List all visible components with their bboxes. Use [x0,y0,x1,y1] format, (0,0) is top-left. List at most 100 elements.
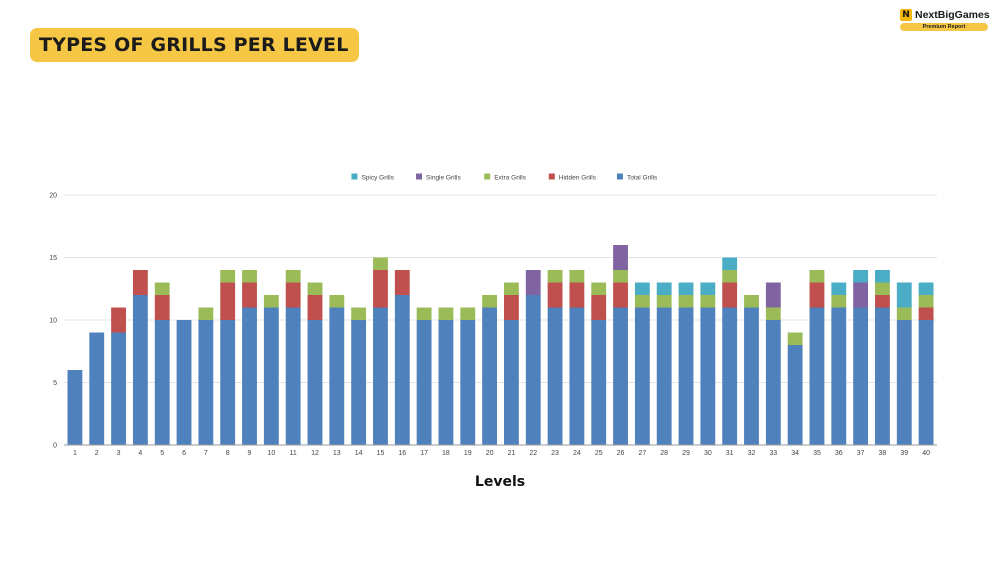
x-tick-label: 13 [333,450,341,457]
x-tick-label: 27 [638,450,646,457]
legend-swatch [548,173,555,180]
bar-segment [525,295,541,445]
legend-swatch [484,173,491,180]
bar-segment [132,295,148,445]
y-tick-label: 15 [49,255,57,262]
bar-segment [460,320,476,445]
bar-segment [613,270,628,283]
bar-segment [634,282,650,295]
legend-label: Total Grills [627,174,658,181]
bar-segment [918,295,934,308]
bar-segment [220,320,236,445]
bar-segment [438,307,454,320]
legend-label: Single Grills [426,174,461,181]
bar-segment [591,295,607,320]
bar-segment [351,320,367,445]
y-tick-label: 5 [53,380,57,387]
bar-segment [722,282,738,308]
bar-segment [918,282,934,295]
legend-label: Spicy Grills [361,174,394,181]
bar-segment [154,282,170,295]
x-tick-label: 39 [900,450,908,457]
x-tick-label: 31 [726,450,734,457]
bar-segment [875,270,890,283]
title-banner: TYPES OF GRILLS PER LEVEL [30,28,359,62]
bar-segment [373,257,388,270]
brand-logo-letter: N [902,9,910,20]
bar-segment [896,320,912,445]
bar-segment [656,295,672,308]
bar-segment [722,270,738,283]
bar-segment [285,282,301,308]
bar-segment [242,270,257,283]
bar-segment [853,270,869,283]
bar-segment [154,320,170,445]
legend-swatch [351,173,358,180]
bar-segment [263,295,279,308]
bar-segment [853,307,869,445]
bar-segment [722,307,738,445]
bar-segment [198,307,214,320]
bar-segment [220,282,236,320]
bar-segment [831,282,847,295]
bar-segment [722,257,738,270]
x-tick-label: 26 [617,450,625,457]
y-tick-label: 20 [49,193,57,200]
bar-segment [503,295,519,320]
legend-label: Extra Grills [494,174,527,181]
brand-logo-icon: N [900,9,912,21]
x-tick-label: 11 [290,450,297,457]
bar-segment [569,270,585,283]
bar-segment [285,307,301,445]
bar-segment [307,282,323,295]
bar-segment [634,295,650,308]
bar-segment [569,307,585,445]
x-tick-label: 18 [442,450,450,457]
x-tick-label: 8 [226,450,230,457]
bar-segment [853,282,869,308]
bar-segment [329,295,345,308]
bar-segment [918,307,934,320]
x-tick-label: 16 [398,450,406,457]
x-tick-label: 22 [529,450,537,457]
x-tick-label: 23 [551,450,559,457]
x-tick-label: 30 [704,450,712,457]
bar-segment [547,307,563,445]
x-tick-label: 21 [508,450,516,457]
bar-segment [132,270,148,295]
bar-segment [700,307,716,445]
bar-segment [67,370,83,445]
x-tick-label: 4 [138,450,142,457]
bar-segment [831,307,847,445]
x-tick-label: 2 [95,450,99,457]
bar-segment [89,332,105,445]
x-tick-label: 37 [857,450,865,457]
page-title: TYPES OF GRILLS PER LEVEL [39,34,349,56]
bar-segment [285,270,301,283]
bar-segment [263,307,279,445]
bar-segment [176,320,192,445]
bar-segment [700,282,716,295]
legend-swatch [416,173,423,180]
bar-segment [416,307,432,320]
bar-segment [896,282,912,308]
x-tick-label: 19 [464,450,472,457]
x-tick-label: 20 [486,450,494,457]
bar-segment [809,270,825,283]
x-tick-label: 36 [835,450,843,457]
x-tick-label: 29 [682,450,690,457]
bar-segment [765,307,781,320]
bar-segment [547,282,563,308]
bar-segment [591,320,607,445]
bar-segment [744,295,759,308]
bar-segment [373,307,388,445]
y-tick-label: 0 [53,443,57,450]
bar-segment [242,307,257,445]
bar-segment [394,270,410,295]
bar-segment [220,270,236,283]
bar-segment [438,320,454,445]
bar-segment [329,307,345,445]
x-tick-label: 17 [420,450,428,457]
brand: N NextBigGames Premium Report [900,9,990,31]
